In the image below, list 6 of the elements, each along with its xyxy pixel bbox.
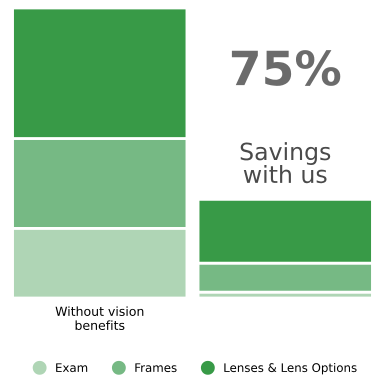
annotation: Savings with us — [240, 142, 330, 184]
x-tick-label: Without vision benefits — [56, 306, 144, 330]
legend-label: Lenses & Lens Options — [224, 362, 357, 374]
annotation: 75% — [232, 50, 340, 86]
legend-label: Exam — [56, 363, 88, 372]
legend-label: Frames — [135, 363, 177, 372]
